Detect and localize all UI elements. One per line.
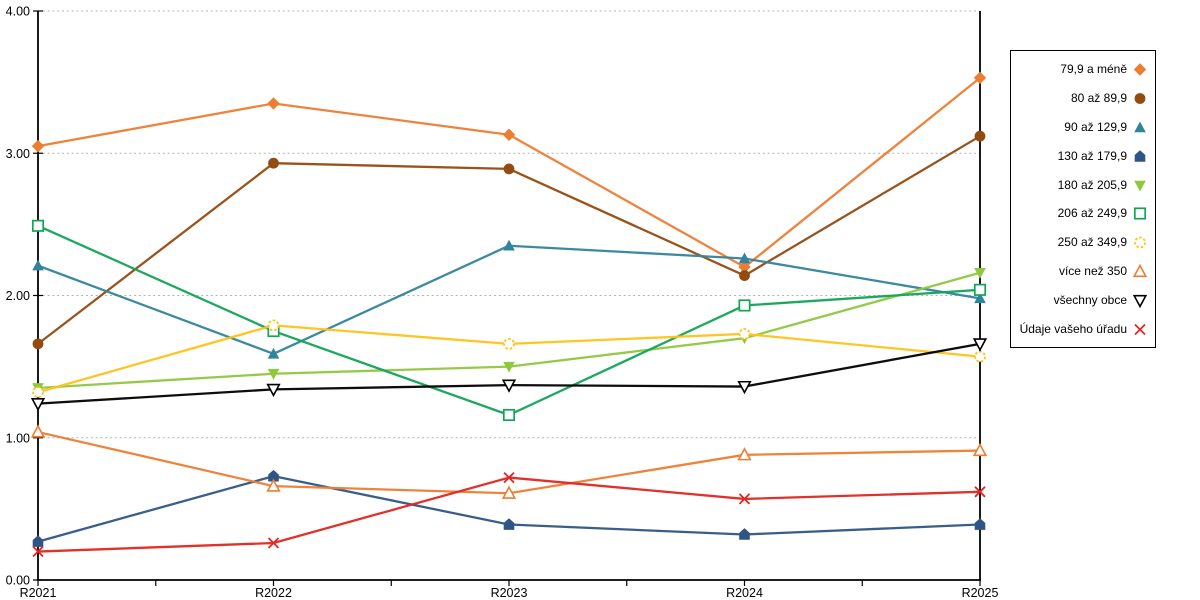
square-open-marker-icon: [1132, 206, 1148, 221]
legend-item: 80 až 89,9: [1011, 91, 1155, 106]
svg-text:R2023: R2023: [491, 586, 528, 600]
triangle-up-open-marker-icon: [1132, 263, 1148, 279]
svg-text:R2021: R2021: [20, 586, 57, 600]
x-cross-marker-icon: [1132, 322, 1148, 337]
legend-label: 90 až 129,9: [1064, 119, 1127, 134]
legend-label: více než 350: [1058, 264, 1127, 279]
svg-text:R2024: R2024: [726, 586, 763, 600]
pentagon-marker-icon: [1132, 149, 1148, 164]
legend-label: 130 až 179,9: [1057, 148, 1127, 163]
legend-label: 80 až 89,9: [1070, 90, 1127, 105]
legend-item: všechny obce: [1011, 293, 1155, 309]
legend-label: 206 až 249,9: [1057, 206, 1127, 221]
legend-item: 90 až 129,9: [1011, 120, 1155, 135]
legend-item: 250 až 349,9: [1011, 235, 1155, 250]
svg-text:4.00: 4.00: [6, 5, 30, 19]
legend-item: 206 až 249,9: [1011, 206, 1155, 221]
legend-label: 79,9 a méně: [1060, 62, 1127, 76]
diamond-marker-icon: [1132, 62, 1148, 77]
svg-text:0.00: 0.00: [6, 574, 30, 588]
legend-label: 250 až 349,9: [1057, 235, 1127, 250]
svg-text:R2022: R2022: [255, 586, 292, 600]
svg-text:2.00: 2.00: [6, 289, 30, 303]
circle-open-marker-icon: [1132, 235, 1148, 250]
svg-text:1.00: 1.00: [6, 431, 30, 445]
svg-text:R2025: R2025: [962, 586, 999, 600]
legend-label: Údaje vašeho úřadu: [1019, 321, 1127, 336]
triangle-down-open-marker-icon: [1132, 293, 1148, 309]
triangle-down-marker-icon: [1132, 178, 1148, 193]
legend-item: více než 350: [1011, 263, 1155, 279]
svg-text:3.00: 3.00: [6, 147, 30, 161]
triangle-up-marker-icon: [1132, 120, 1148, 135]
circle-marker-icon: [1132, 91, 1148, 106]
legend-item: 130 až 179,9: [1011, 149, 1155, 164]
legend-item: 180 až 205,9: [1011, 178, 1155, 193]
legend-item: Údaje vašeho úřadu: [1011, 322, 1155, 337]
legend-item: 79,9 a méně: [1011, 62, 1155, 77]
legend-label: všechny obce: [1053, 293, 1127, 307]
legend-label: 180 až 205,9: [1057, 177, 1127, 192]
legend: 79,9 a méně 80 až 89,9 90 až 129,9 130 a…: [1010, 50, 1156, 348]
